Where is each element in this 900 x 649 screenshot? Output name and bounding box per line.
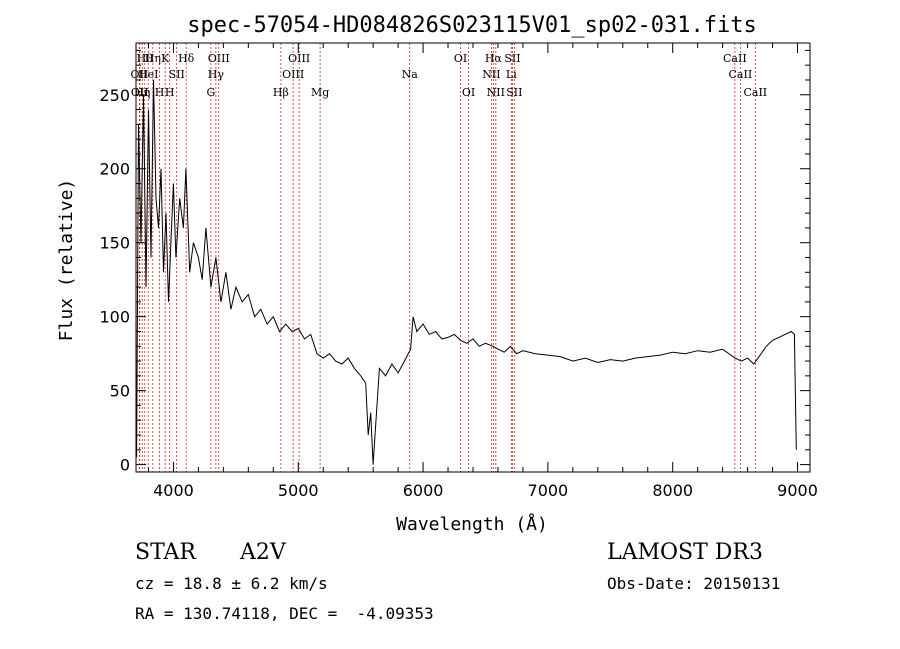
y-tick-label: 250 xyxy=(99,86,130,105)
y-tick-label: 0 xyxy=(120,456,130,475)
line-label: SII xyxy=(504,52,520,65)
chart-title: spec-57054-HD084826S023115V01_sp02-031.f… xyxy=(187,13,757,38)
line-label: G xyxy=(206,86,215,99)
line-label: Li xyxy=(506,68,517,81)
line-label: OIII xyxy=(282,68,304,81)
line-label: OI xyxy=(462,86,475,99)
object-subclass: A2V xyxy=(240,540,286,565)
line-label: K xyxy=(161,52,170,65)
line-label: CaII xyxy=(723,52,747,65)
line-label: Hα xyxy=(485,52,503,65)
spectral-line-labels: OIIOIIHηHθHeIHηHKHSIIHδGHγOIIIHβOIIIOIII… xyxy=(131,52,768,99)
line-label: Hβ xyxy=(273,86,289,99)
line-label: Mg xyxy=(311,86,329,99)
x-tick-label: 9000 xyxy=(777,481,818,500)
x-tick-label: 7000 xyxy=(528,481,569,500)
line-label: OII xyxy=(131,68,149,81)
spectral-line-markers xyxy=(138,43,756,472)
x-axis-label: Wavelength (Å) xyxy=(396,513,548,535)
x-tick-label: 4000 xyxy=(153,481,194,500)
line-label: OII xyxy=(131,86,149,99)
line-label: CaII xyxy=(729,68,753,81)
line-label: SII xyxy=(169,68,185,81)
plot-frame xyxy=(135,42,811,473)
survey-name: LAMOST DR3 xyxy=(607,540,763,565)
redshift-velocity: cz = 18.8 ± 6.2 km/s xyxy=(135,574,328,593)
line-label: H xyxy=(165,86,175,99)
line-label: H xyxy=(155,86,165,99)
line-label: Hθ xyxy=(137,52,154,65)
y-axis-label: Flux (relative) xyxy=(56,179,77,342)
spectrum-series-line xyxy=(136,79,797,465)
y-tick-label: 100 xyxy=(99,308,130,327)
x-tick-label: 8000 xyxy=(652,481,693,500)
x-tick-label: 5000 xyxy=(278,481,319,500)
x-axis-ticks: 4000 5000 6000 7000 8000 9000 xyxy=(147,43,818,500)
line-label: Hδ xyxy=(178,52,195,65)
y-tick-label: 50 xyxy=(110,382,130,401)
line-label: OI xyxy=(454,52,467,65)
line-label: Hη xyxy=(134,86,150,99)
line-label: OIII xyxy=(208,52,230,65)
line-label: CaII xyxy=(743,86,767,99)
line-label: OIII xyxy=(288,52,310,65)
line-label: NII xyxy=(487,86,505,99)
coordinates: RA = 130.74118, DEC = -4.09353 xyxy=(135,604,434,623)
line-label: Hη xyxy=(145,52,161,65)
line-label: Na xyxy=(402,68,419,81)
line-label: SII xyxy=(506,86,522,99)
observation-date: Obs-Date: 20150131 xyxy=(607,574,781,593)
x-tick-label: 6000 xyxy=(403,481,444,500)
line-label: Hγ xyxy=(208,68,225,81)
line-label: HeI xyxy=(138,68,158,81)
y-tick-label: 200 xyxy=(99,160,130,179)
y-axis-ticks: 0 50 100 150 200 250 xyxy=(99,49,810,475)
line-label: NII xyxy=(482,68,500,81)
object-class: STAR xyxy=(135,540,196,565)
y-tick-label: 150 xyxy=(99,234,130,253)
